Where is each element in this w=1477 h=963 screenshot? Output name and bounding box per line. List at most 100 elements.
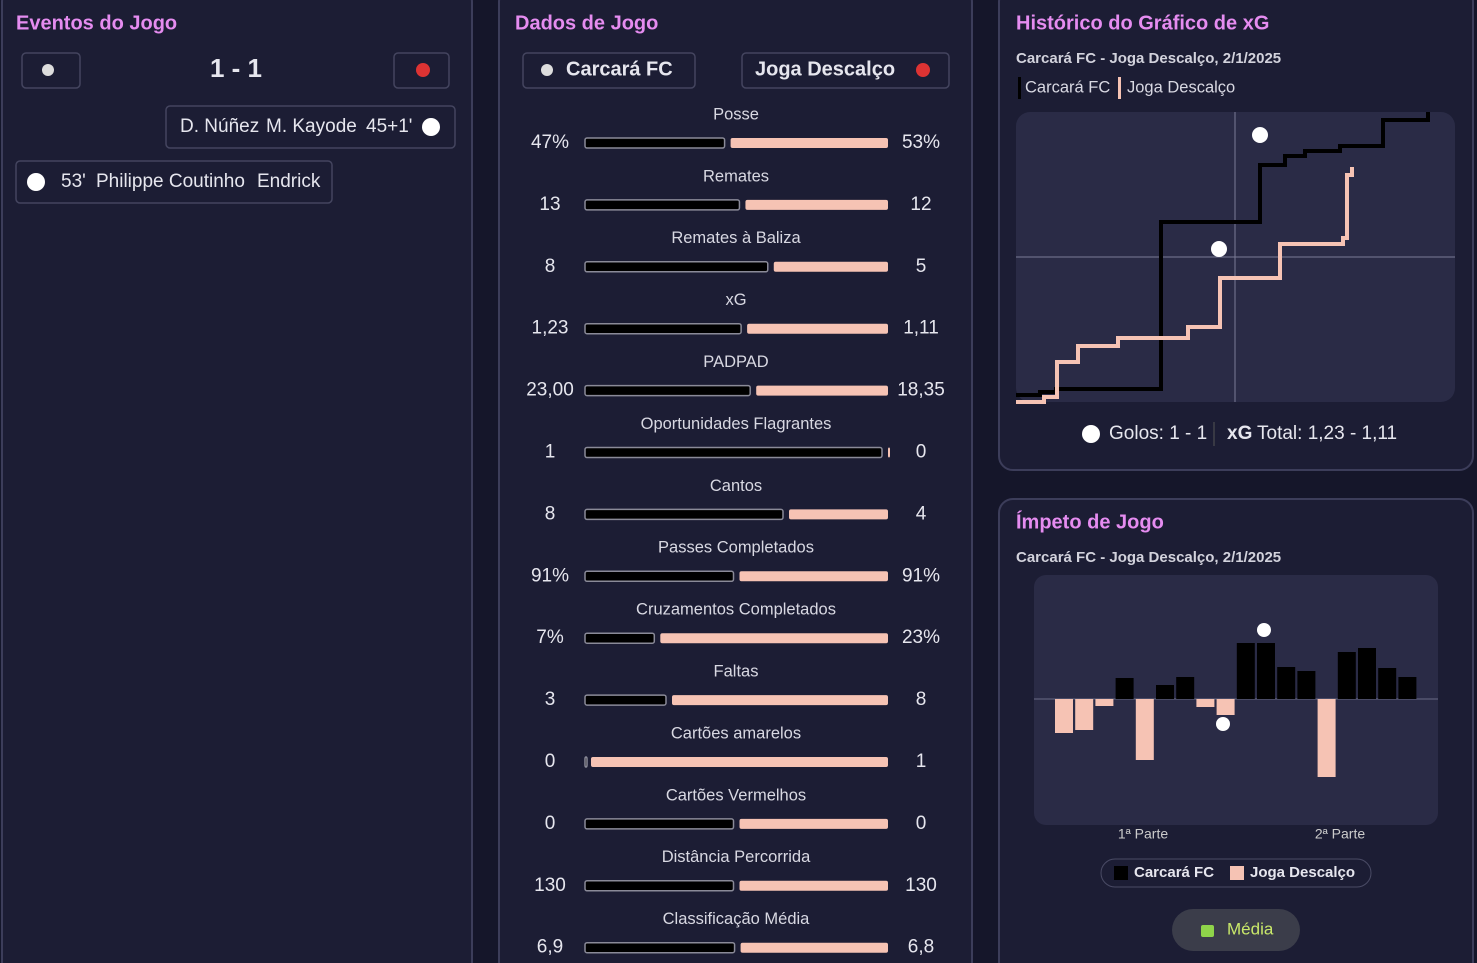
team-box [741,52,950,89]
stat-value: 6,8 [908,937,934,958]
momentum-bar [1378,668,1397,699]
stat-name: Remates à Baliza [671,229,801,247]
stats-panel [498,0,973,963]
momentum-bar [1095,699,1114,706]
momentum-bar [1358,648,1376,699]
stat-value: 23,00 [526,380,574,401]
player: D. Núñez [180,116,259,137]
home-bar [584,199,741,211]
panel-title: Dados de Jogo [515,12,658,34]
away-bar [672,695,888,706]
stat-value: 8 [545,256,556,277]
stat-value: 3 [545,689,556,710]
away-bar [739,818,888,829]
stat-name: Cartões amarelos [671,724,801,742]
panel-title: Histórico do Gráfico de xG [1016,12,1269,34]
momentum-bar [1115,678,1134,699]
subtitle: Carcará FC - Joga Descalço, 2/1/2025 [1016,50,1281,67]
away-bar [730,138,888,148]
half-label: 1ª Parte [1118,826,1169,842]
momentum-bar [1297,671,1316,699]
subtitle: Carcará FC - Joga Descalço, 2/1/2025 [1016,549,1281,566]
minute: 53' [61,171,86,192]
legend-swatch [1230,866,1244,880]
home-bar [584,137,726,149]
goals-summary: Golos: 1 - 1 [1109,423,1207,444]
team-name: Carcará FC [566,58,673,80]
momentum-bar [1156,685,1174,699]
home-bar [584,941,736,954]
home-bar [584,446,883,459]
legend [1100,858,1372,888]
stat-name: Cantos [710,477,762,495]
button-label[interactable]: Média [1227,919,1274,938]
home-bar [584,632,656,644]
player: M. Kayode [266,116,357,137]
stat-value: 1,23 [532,318,569,339]
stat-value: 0 [545,751,556,772]
momentum-bar [1277,667,1296,699]
home-logo [541,64,553,76]
stat-name: Faltas [714,662,759,680]
momentum-bar [1236,643,1255,699]
events-panel [1,0,473,963]
stat-value: 91% [531,565,569,586]
stat-name: Classificação Média [663,910,811,928]
away-bar [888,447,890,458]
stat-value: 7% [536,627,564,648]
home-bar [584,384,751,397]
away-bar [756,385,888,396]
away-bar [660,633,888,644]
home-bar [584,508,784,521]
away-bar [747,323,888,334]
momentum-bar [1398,677,1417,699]
stat-value: 130 [534,875,566,896]
team-box [522,52,696,89]
momentum-bar [1055,699,1073,733]
stat-name: Posse [713,105,759,123]
goal-icon [1211,241,1227,257]
away-bar [591,757,888,767]
stat-value: 23% [902,627,940,648]
stat-name: PADPAD [703,353,768,371]
momentum-bar [1075,699,1094,730]
momentum-bar [1317,699,1336,777]
legend-label: Carcará FC [1025,78,1110,96]
stat-value: 1 [545,442,556,463]
away-bar [789,509,888,520]
team-name: Joga Descalço [755,58,895,80]
stat-value: 0 [545,813,556,834]
stat-name: Passes Completados [658,539,814,557]
stat-name: xG [725,291,746,309]
home-bar [584,694,667,706]
xg-line-away [1016,167,1354,404]
momentum-bar [1176,677,1195,699]
legend-swatch [1118,77,1121,99]
home-bar [584,818,735,830]
goal-icon [1257,623,1271,637]
home-bar [584,756,588,768]
legend-swatch [1018,77,1021,99]
momentum-bar [1196,699,1215,707]
away-bar [745,199,888,210]
legend-label: Carcará FC [1134,864,1214,881]
thumb-icon [1201,925,1214,937]
event-box [165,105,456,149]
stat-value: 0 [916,442,927,463]
goal-icon [1082,425,1100,443]
player: Philippe Coutinho [96,171,245,192]
away-bar [739,571,888,582]
away-logo [916,63,930,77]
momentum-bar [1257,643,1275,699]
average-button[interactable] [1172,909,1300,951]
stat-name: Distância Percorrida [662,848,811,866]
stat-value: 53% [902,132,940,153]
goal-icon [1252,127,1268,143]
panel-title: Eventos do Jogo [16,12,177,34]
minute: 45+1' [366,116,412,137]
legend-label: Joga Descalço [1127,78,1235,96]
away-bar [773,261,888,272]
stat-name: Cartões Vermelhos [666,786,806,804]
stat-value: 1,11 [903,318,939,339]
stat-value: 91% [902,565,940,586]
